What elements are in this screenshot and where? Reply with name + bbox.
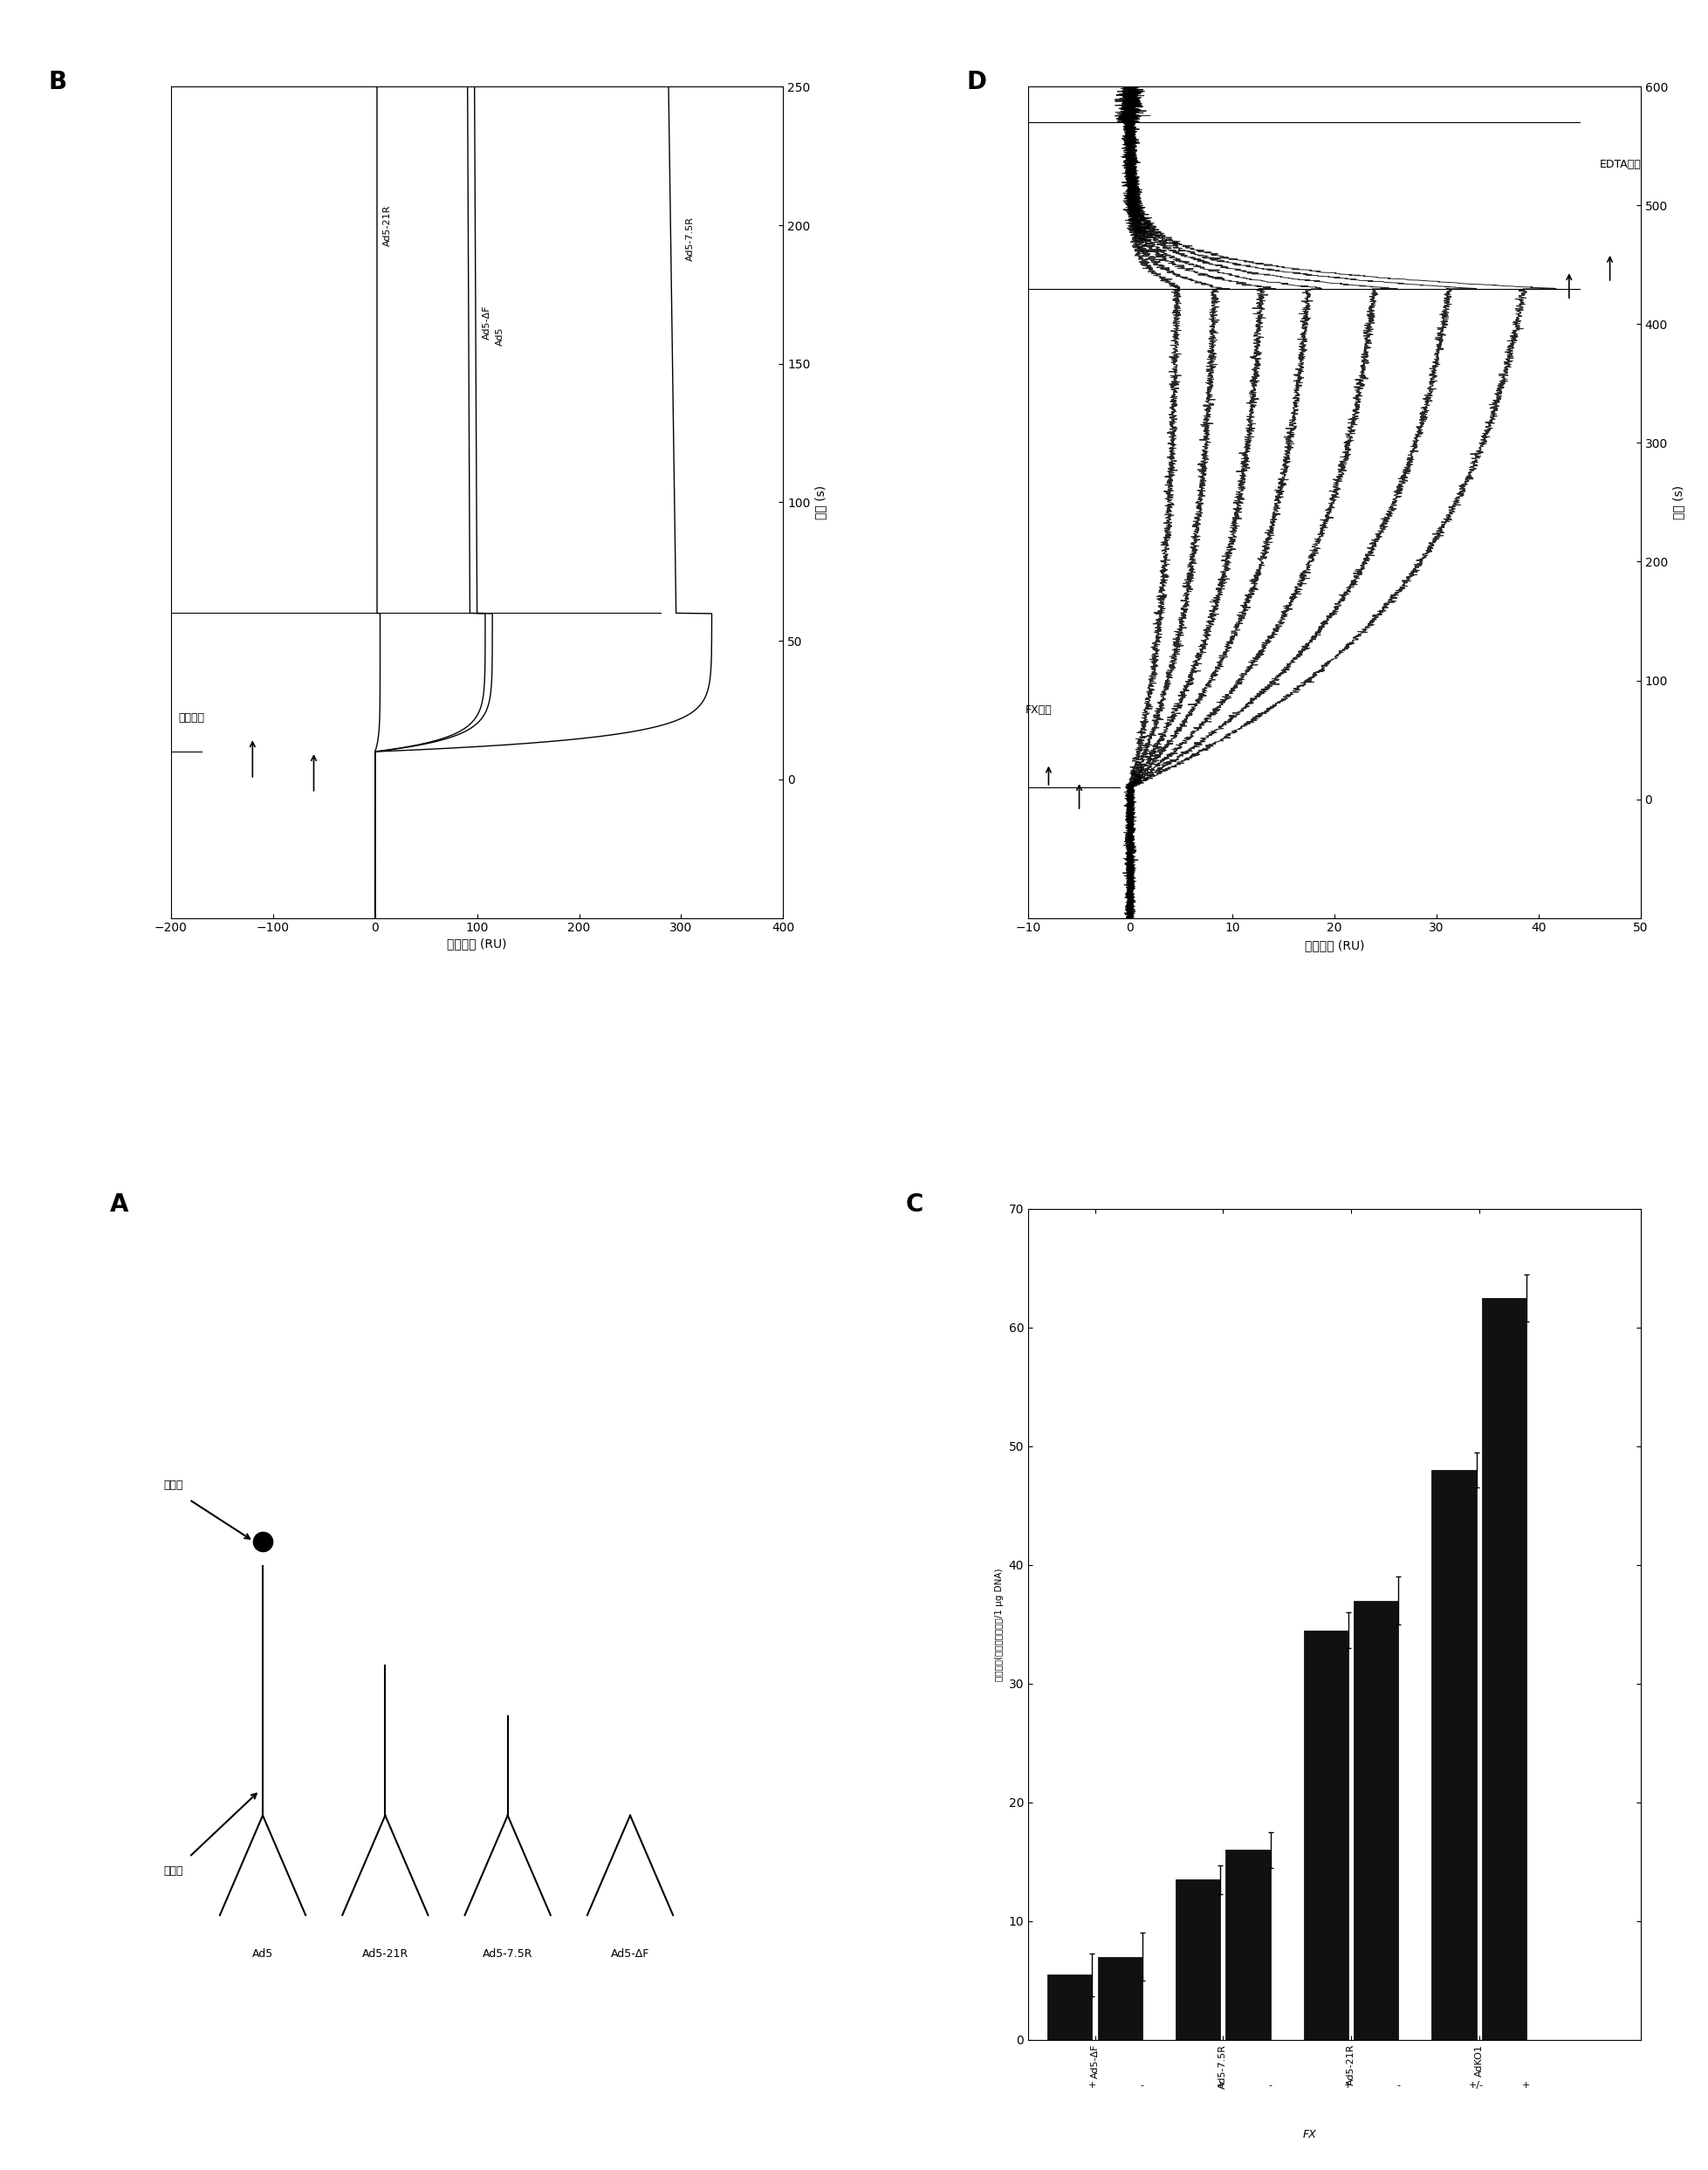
- Bar: [1431, 1469, 1476, 2040]
- Text: FX: FX: [1301, 2129, 1315, 2140]
- Y-axis label: 转导效率(每细胞内化天然/1 μg DNA): 转导效率(每细胞内化天然/1 μg DNA): [994, 1567, 1003, 1682]
- X-axis label: 响应单位 (RU): 响应单位 (RU): [1303, 940, 1363, 950]
- Text: Ad5: Ad5: [495, 328, 504, 345]
- Text: C: C: [905, 1191, 922, 1217]
- Text: +: +: [1344, 2081, 1351, 2090]
- Text: Ad5-7.5R: Ad5-7.5R: [687, 217, 695, 260]
- Bar: [1303, 1630, 1348, 2040]
- Bar: [1175, 1879, 1220, 2040]
- Bar: [1225, 1849, 1269, 2040]
- Text: Ad5-ΔF: Ad5-ΔF: [482, 306, 490, 339]
- Text: B: B: [48, 69, 67, 95]
- Text: Ad5-21R: Ad5-21R: [362, 1949, 408, 1960]
- Text: A: A: [109, 1191, 128, 1217]
- Text: Ad5: Ad5: [253, 1949, 273, 1960]
- Text: -: -: [1395, 2081, 1399, 2090]
- Text: Ad5-7.5R: Ad5-7.5R: [482, 1949, 533, 1960]
- Text: D: D: [967, 69, 987, 95]
- Text: FX注射: FX注射: [1025, 705, 1050, 716]
- Bar: [1047, 1975, 1091, 2040]
- Text: Ad5-21R: Ad5-21R: [383, 204, 391, 245]
- Text: EDTA注射: EDTA注射: [1599, 158, 1640, 169]
- Text: +: +: [1088, 2081, 1097, 2090]
- Text: +: +: [1522, 2081, 1530, 2090]
- Text: 纤维结: 纤维结: [164, 1480, 183, 1491]
- Y-axis label: 时间 (s): 时间 (s): [813, 486, 827, 519]
- X-axis label: 响应单位 (RU): 响应单位 (RU): [447, 937, 507, 950]
- Text: -: -: [1139, 2081, 1143, 2090]
- Text: +: +: [1216, 2081, 1223, 2090]
- Text: +/-: +/-: [1469, 2081, 1483, 2090]
- Text: 纤维轴: 纤维轴: [164, 1866, 183, 1877]
- Bar: [1353, 1601, 1397, 2040]
- Y-axis label: 时间 (s): 时间 (s): [1672, 486, 1684, 519]
- Text: -: -: [1267, 2081, 1271, 2090]
- Text: Ad5-ΔF: Ad5-ΔF: [610, 1949, 649, 1960]
- Bar: [1097, 1957, 1141, 2040]
- Text: 病毒注射: 病毒注射: [178, 712, 205, 725]
- Bar: [1481, 1298, 1525, 2040]
